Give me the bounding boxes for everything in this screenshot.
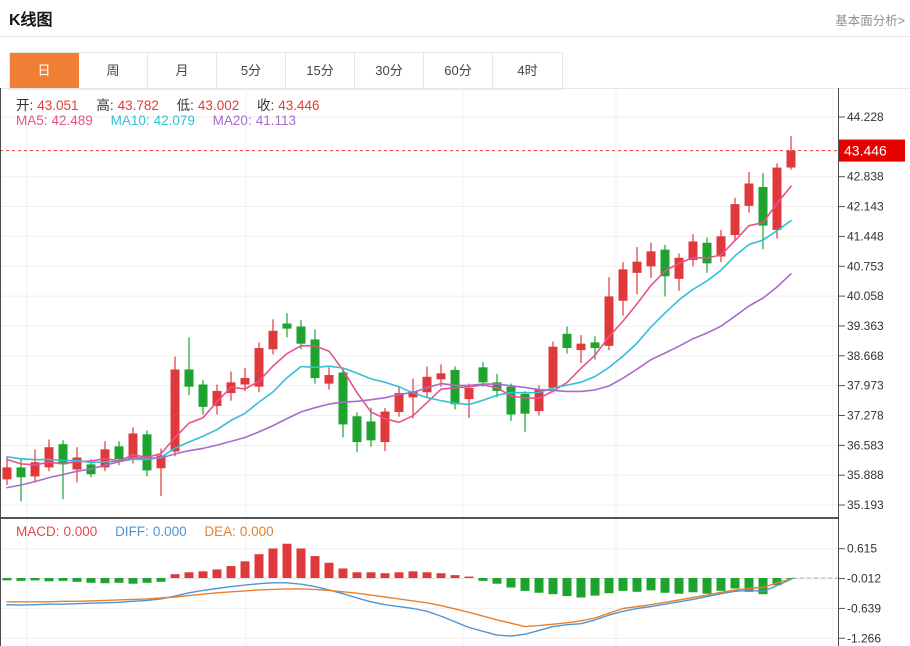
tab-5min[interactable]: 5分 [217, 53, 286, 89]
page-title: K线图 [9, 12, 53, 29]
macd-readout: MACD: 0.000 DIFF: 0.000 DEA: 0.000 [16, 524, 278, 539]
high-label: 高: [96, 98, 114, 113]
open-label: 开: [16, 98, 34, 113]
svg-text:39.363: 39.363 [847, 319, 884, 333]
ma20-label: MA20: [212, 113, 252, 128]
svg-text:35.193: 35.193 [847, 498, 884, 512]
svg-text:41.448: 41.448 [847, 229, 884, 243]
svg-text:-1.266: -1.266 [847, 631, 881, 645]
ohlc-readout: 开: 43.051 高: 43.782 低: 43.002 收: 43.446 [16, 94, 324, 114]
tab-week[interactable]: 周 [79, 53, 148, 89]
diff-value: 0.000 [152, 524, 187, 539]
svg-text:-0.639: -0.639 [847, 601, 881, 615]
ma-readout: MA5: 42.489 MA10: 42.079 MA20: 41.113 [16, 113, 300, 128]
ma5-label: MA5: [16, 113, 48, 128]
dea-value: 0.000 [239, 524, 274, 539]
svg-text:37.278: 37.278 [847, 409, 884, 423]
open-value: 43.051 [37, 98, 79, 113]
svg-text:40.058: 40.058 [847, 289, 884, 303]
close-label: 收: [256, 98, 275, 113]
tab-month[interactable]: 月 [148, 53, 217, 89]
kline-chart[interactable]: 44.228 42.838 42.143 41.448 40.753 40.058 39.3… [0, 88, 910, 646]
ma5-value: 42.489 [51, 113, 93, 128]
tab-15min[interactable]: 15分 [286, 53, 355, 89]
tab-4hour[interactable]: 4时 [493, 53, 562, 89]
svg-text:35.888: 35.888 [847, 468, 884, 482]
macd-value: 0.000 [63, 524, 98, 539]
ma10-value: 42.079 [153, 113, 195, 128]
chart-canvas[interactable]: 44.228 42.838 42.143 41.448 40.753 40.058 39.3… [0, 88, 910, 646]
svg-text:37.973: 37.973 [847, 379, 884, 393]
tab-day[interactable]: 日 [10, 53, 79, 89]
interval-tabs: 日 周 月 5分 15分 30分 60分 4时 [9, 52, 563, 90]
macd-label: MACD: [16, 524, 60, 539]
svg-text:40.753: 40.753 [847, 259, 884, 273]
fundamental-analysis-link[interactable]: 基本面分析> [835, 14, 905, 28]
dea-label: DEA: [204, 524, 236, 539]
svg-text:43.446: 43.446 [844, 143, 887, 159]
diff-label: DIFF: [115, 524, 149, 539]
svg-text:44.228: 44.228 [847, 110, 884, 124]
svg-text:42.838: 42.838 [847, 170, 884, 184]
tab-60min[interactable]: 60分 [424, 53, 493, 89]
high-value: 43.782 [117, 98, 159, 113]
tab-30min[interactable]: 30分 [355, 53, 424, 89]
svg-text:-0.012: -0.012 [847, 572, 881, 586]
low-value: 43.002 [197, 98, 240, 113]
ma20-value: 41.113 [255, 113, 296, 128]
svg-text:36.583: 36.583 [847, 438, 884, 452]
svg-text:38.668: 38.668 [847, 349, 884, 363]
close-value: 43.446 [278, 98, 320, 113]
tabbar-underline [0, 88, 910, 89]
svg-text:42.143: 42.143 [847, 200, 884, 214]
svg-text:0.615: 0.615 [847, 542, 877, 556]
title-divider [0, 36, 910, 37]
ma10-label: MA10: [110, 113, 150, 128]
low-label: 低: [176, 98, 194, 113]
